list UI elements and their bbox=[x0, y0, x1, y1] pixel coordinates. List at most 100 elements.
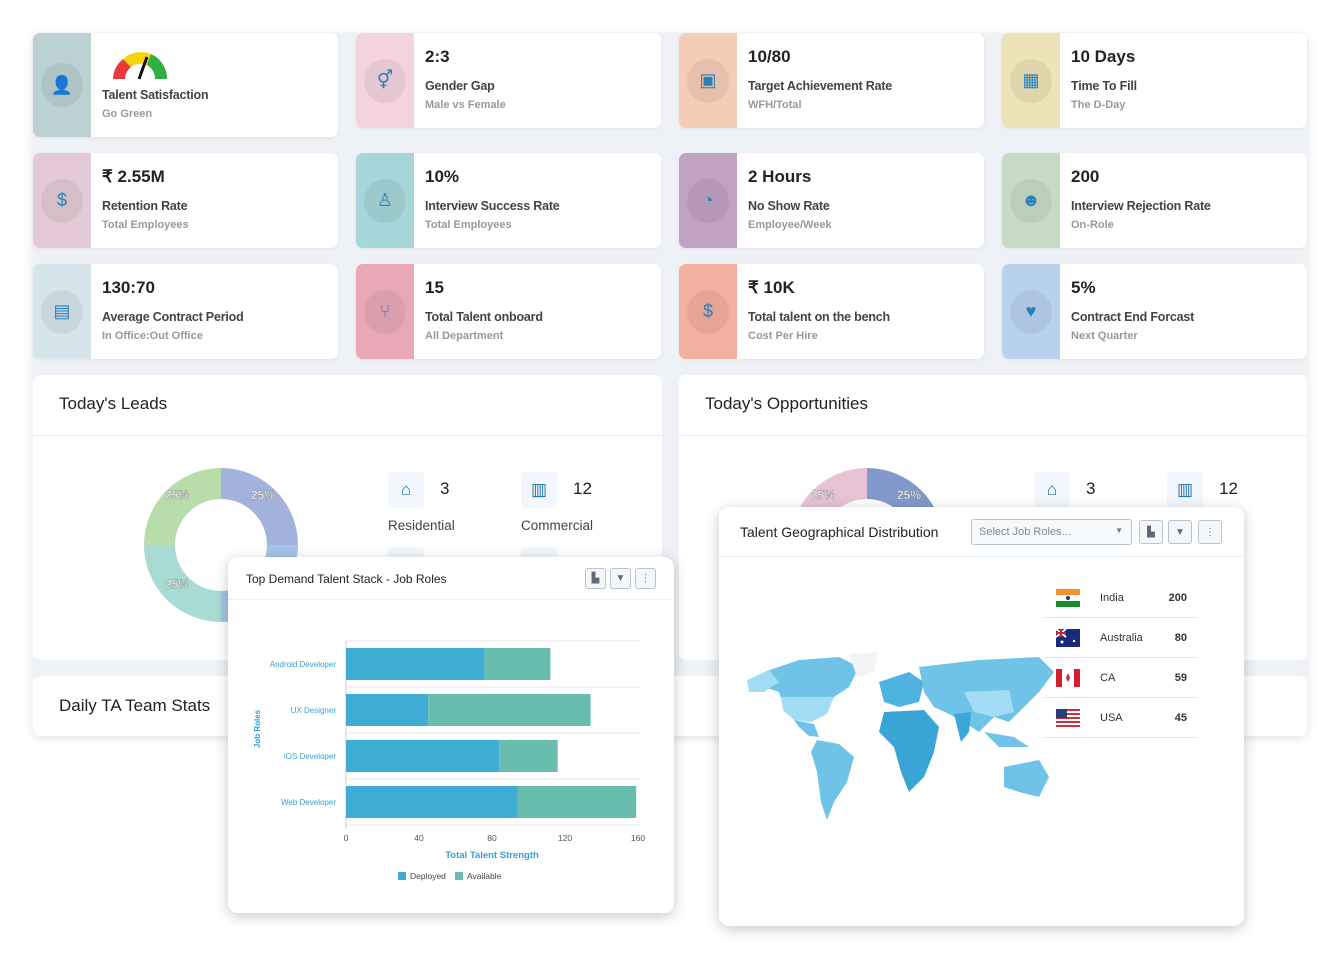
id-card-icon: ▤ bbox=[41, 289, 83, 334]
calendar-icon: ▦ bbox=[1010, 58, 1052, 103]
kpi-card[interactable]: $ ₹ 10K Total talent on the bench Cost P… bbox=[679, 264, 984, 359]
kpi-value: ₹ 2.55M bbox=[102, 167, 165, 186]
filter-button[interactable]: ▼ bbox=[610, 568, 631, 589]
kpi-card[interactable]: ♙ 10% Interview Success Rate Total Emplo… bbox=[356, 153, 661, 248]
kpi-card[interactable]: ▤ 130:70 Average Contract Period In Offi… bbox=[33, 264, 338, 359]
bar-available bbox=[428, 694, 591, 726]
country-name: CA bbox=[1100, 672, 1116, 684]
kpi-value: 10/80 bbox=[748, 47, 791, 66]
legend-swatch bbox=[455, 872, 463, 880]
usa-flag-icon bbox=[1056, 709, 1080, 727]
kpi-value: 5% bbox=[1071, 278, 1096, 297]
kpi-label: Total talent on the bench bbox=[748, 310, 890, 324]
map-central-america bbox=[794, 720, 819, 737]
kpi-value: 10% bbox=[425, 167, 460, 186]
commercial-stat: ▥ 12 Commercial bbox=[521, 472, 593, 533]
donut-label: 25% bbox=[165, 488, 189, 502]
user-clock-icon: ◔ bbox=[687, 178, 729, 223]
building-icon: ▥ bbox=[521, 472, 557, 508]
country-value: 80 bbox=[1174, 632, 1187, 644]
y-tick-label: UX Designer bbox=[291, 706, 337, 715]
legend-label: Available bbox=[467, 871, 502, 881]
kpi-label: No Show Rate bbox=[748, 199, 830, 213]
y-tick-label: Web Developer bbox=[281, 798, 336, 807]
user-tie-icon: 👤 bbox=[41, 63, 83, 107]
kpi-card[interactable]: ⚥ 2:3 Gender Gap Male vs Female bbox=[356, 33, 661, 128]
kpi-label: Gender Gap bbox=[425, 79, 495, 93]
residential-stat: ⌂ 3 Residential bbox=[388, 472, 455, 533]
country-value: 45 bbox=[1174, 712, 1187, 724]
satisfaction-gauge-icon bbox=[113, 52, 168, 80]
filter-button[interactable]: ▼ bbox=[1168, 520, 1192, 544]
country-row[interactable]: Australia 80 bbox=[1044, 618, 1197, 658]
map-australia bbox=[1004, 760, 1049, 797]
kpi-label: Target Achievement Rate bbox=[748, 79, 893, 93]
kpi-sub: The D-Day bbox=[1071, 99, 1126, 111]
x-axis-title: Total Talent Strength bbox=[445, 850, 539, 861]
kpi-label: Total Talent onboard bbox=[425, 310, 543, 324]
kpi-value: 130:70 bbox=[102, 278, 155, 297]
kpi-card[interactable]: ▦ 10 Days Time To Fill The D-Day bbox=[1002, 33, 1307, 128]
donut-label: 25% bbox=[165, 577, 189, 591]
map-south-america bbox=[811, 740, 854, 820]
kpi-sub: Next Quarter bbox=[1071, 330, 1138, 342]
leads-donut: 25% 25% 25% bbox=[144, 468, 298, 622]
y-tick-label: Android Developer bbox=[270, 660, 337, 669]
y-tick-label: iOS Developer bbox=[284, 752, 336, 761]
chart-type-button[interactable]: ▙ bbox=[585, 568, 606, 589]
kpi-card[interactable]: ◔ 2 Hours No Show Rate Employee/Week bbox=[679, 153, 984, 248]
donut-segment bbox=[144, 468, 221, 545]
country-row[interactable]: India 200 bbox=[1044, 578, 1197, 618]
legend-label: Deployed bbox=[410, 871, 446, 881]
australia-flag-icon bbox=[1056, 629, 1080, 647]
country-value: 59 bbox=[1174, 672, 1187, 684]
kpi-card[interactable]: 👤 Talent Satisfaction Go Green bbox=[33, 33, 338, 137]
kpi-card[interactable]: ▣ 10/80 Target Achievement Rate WFH/Tota… bbox=[679, 33, 984, 128]
x-tick-label: 120 bbox=[558, 833, 572, 843]
country-row[interactable]: CA 59 bbox=[1044, 658, 1197, 698]
kpi-sub: Go Green bbox=[102, 108, 153, 120]
talent-geo-card: Talent Geographical Distribution Select … bbox=[719, 507, 1244, 926]
more-options-button[interactable]: ⋮ bbox=[635, 568, 656, 589]
more-options-button[interactable]: ⋮ bbox=[1198, 520, 1222, 544]
kpi-label: Interview Rejection Rate bbox=[1071, 199, 1211, 213]
chart-title: Top Demand Talent Stack - Job Roles bbox=[246, 572, 447, 586]
kpi-card[interactable]: ⑂ 15 Total Talent onboard All Department bbox=[356, 264, 661, 359]
y-axis-title: Job Roles bbox=[253, 709, 262, 748]
map-india bbox=[954, 712, 971, 742]
kpi-value: 15 bbox=[425, 278, 444, 297]
kpi-label: Time To Fill bbox=[1071, 79, 1137, 93]
chart-type-button[interactable]: ▙ bbox=[1139, 520, 1163, 544]
world-map[interactable] bbox=[739, 652, 1059, 832]
kpi-label: Average Contract Period bbox=[102, 310, 244, 324]
kpi-value: 2 Hours bbox=[748, 167, 812, 186]
map-se-asia bbox=[984, 732, 1029, 747]
donut-label: 25% bbox=[897, 488, 921, 502]
map-africa bbox=[879, 710, 939, 792]
job-roles-select[interactable]: Select Job Roles... ▼ bbox=[971, 519, 1132, 545]
kpi-card[interactable]: $ ₹ 2.55M Retention Rate Total Employees bbox=[33, 153, 338, 248]
donut-segment bbox=[144, 545, 221, 622]
country-name: Australia bbox=[1100, 632, 1143, 644]
home-icon: ⌂ bbox=[388, 472, 424, 508]
geo-title: Talent Geographical Distribution bbox=[740, 524, 939, 540]
donut-label: 25% bbox=[811, 488, 835, 502]
kpi-value: ₹ 10K bbox=[748, 278, 795, 297]
kpi-card[interactable]: ☻ 200 Interview Rejection Rate On-Role bbox=[1002, 153, 1307, 248]
kpi-value: 2:3 bbox=[425, 47, 450, 66]
bar-deployed bbox=[346, 786, 518, 818]
users-icon: ☻ bbox=[1010, 178, 1052, 223]
x-tick-label: 80 bbox=[487, 833, 497, 843]
commercial-stat: ▥ 12 bbox=[1167, 472, 1238, 508]
donut-segment bbox=[221, 468, 298, 545]
country-row[interactable]: USA 45 bbox=[1044, 698, 1197, 738]
kpi-sub: On-Role bbox=[1071, 219, 1114, 231]
chair-icon: ⑂ bbox=[364, 289, 406, 334]
map-china bbox=[964, 690, 1014, 717]
kpi-sub: All Department bbox=[425, 330, 504, 342]
x-tick-label: 160 bbox=[631, 833, 645, 843]
kpi-card[interactable]: ♥ 5% Contract End Forcast Next Quarter bbox=[1002, 264, 1307, 359]
person-pin-icon: ♙ bbox=[364, 178, 406, 223]
home-icon: ⌂ bbox=[1034, 472, 1070, 508]
select-placeholder: Select Job Roles... bbox=[979, 526, 1071, 538]
